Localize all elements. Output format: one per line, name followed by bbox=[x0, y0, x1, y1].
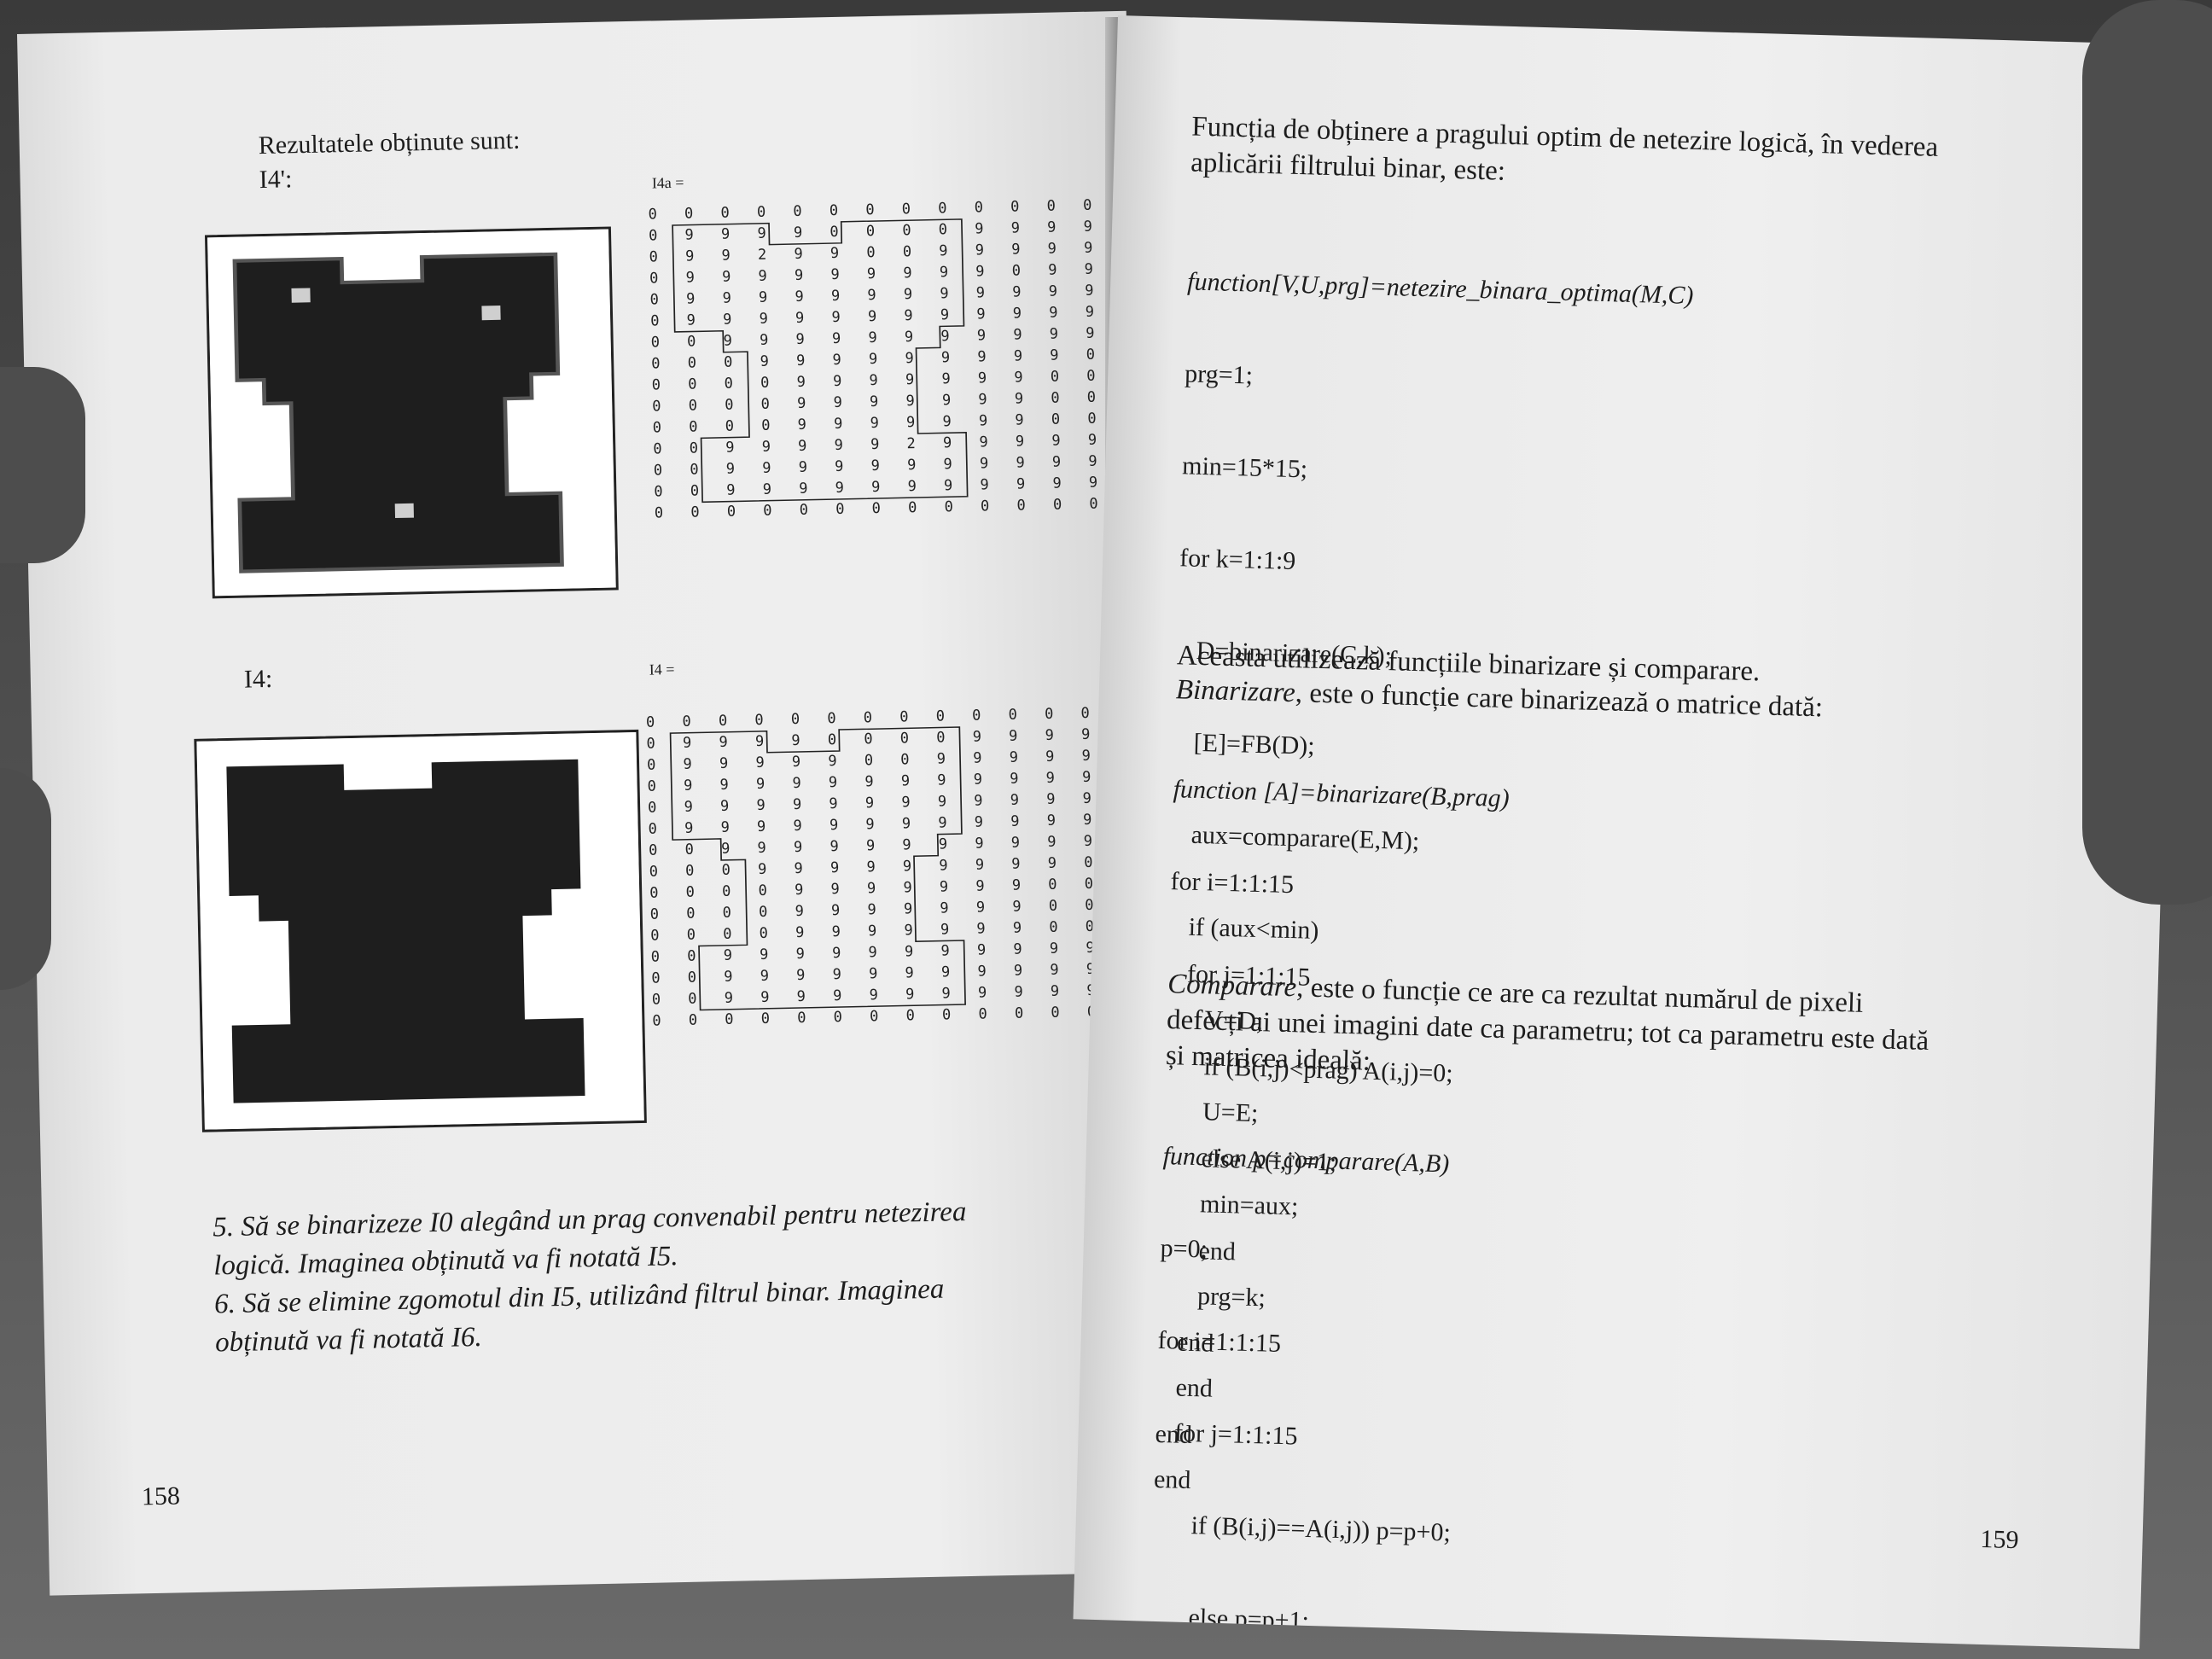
code-line: for j=1:1:15 bbox=[1155, 1417, 1298, 1451]
task-6-line-2: obținută va fi notată I6. bbox=[214, 1321, 483, 1359]
label-i4-matrix: I4 = bbox=[649, 661, 675, 678]
label-i4: I4: bbox=[243, 664, 273, 694]
term-comparare: Comparare bbox=[1167, 969, 1297, 1004]
code-block-comparare: function p=comparare(A,B) p=0; for i=1:1… bbox=[1140, 1080, 1463, 1649]
image-i4 bbox=[194, 729, 647, 1132]
left-thumb-top bbox=[0, 367, 85, 563]
left-thumb-bottom bbox=[0, 768, 51, 990]
code-line: function [A]=binarizare(B,prag) bbox=[1173, 775, 1511, 813]
task-5-line-2: logică. Imaginea obținută va fi notată I… bbox=[212, 1241, 678, 1282]
code-line: for i=1:1:15 bbox=[1157, 1325, 1282, 1358]
results-heading: Rezultatele obținute sunt: bbox=[258, 125, 521, 160]
code-line: for k=1:1:9 bbox=[1179, 544, 1296, 576]
code-line: if (B(i,j)==A(i,j)) p=p+0; bbox=[1152, 1510, 1452, 1547]
task-5-line-1: 5. Să se binarizeze I0 alegând un prag c… bbox=[212, 1196, 967, 1243]
page-number-right: 159 bbox=[1980, 1524, 2019, 1555]
matrix-i4: 0 0 0 0 0 0 0 0 0 0 0 0 0 0 0 0 0 0 9 9 … bbox=[646, 700, 1159, 1033]
intro-line-2: aplicării filtrului binar, este: bbox=[1190, 147, 1506, 187]
right-page: Funcția de obținere a pragului optim de … bbox=[1073, 15, 2185, 1650]
label-i4a-matrix: I4a = bbox=[651, 173, 684, 192]
left-page: Rezultatele obținute sunt: I4': I4a = 0 … bbox=[17, 10, 1160, 1596]
code-line: prg=1; bbox=[1184, 359, 1254, 390]
code-line: function p=comparare(A,B) bbox=[1162, 1141, 1450, 1179]
task-6-line-1: 6. Să se elimine zgomotul din I5, utiliz… bbox=[213, 1273, 945, 1320]
image-i4-prime bbox=[204, 226, 619, 599]
binary-shape-noisy bbox=[207, 229, 616, 597]
page-number-left: 158 bbox=[141, 1481, 181, 1511]
code-line: min=15*15; bbox=[1181, 451, 1308, 484]
right-hand bbox=[2082, 0, 2212, 905]
text-comparare-line-3: și matricea ideală: bbox=[1165, 1040, 1371, 1077]
code-line: function[V,U,prg]=netezire_binara_optima… bbox=[1186, 267, 1694, 310]
term-binarizare: Binarizare bbox=[1175, 674, 1296, 709]
matrix-region-outline bbox=[672, 218, 969, 504]
label-i4-prime: I4': bbox=[259, 165, 293, 195]
matrix-i4a: 0 0 0 0 0 0 0 0 0 0 0 0 0 0 0 0 0 0 9 9 … bbox=[648, 192, 1159, 525]
binary-shape-clean bbox=[196, 731, 644, 1130]
code-line: p=0; bbox=[1160, 1233, 1208, 1264]
code-line: for i=1:1:15 bbox=[1170, 867, 1295, 899]
matrix-region-outline bbox=[669, 726, 966, 1011]
